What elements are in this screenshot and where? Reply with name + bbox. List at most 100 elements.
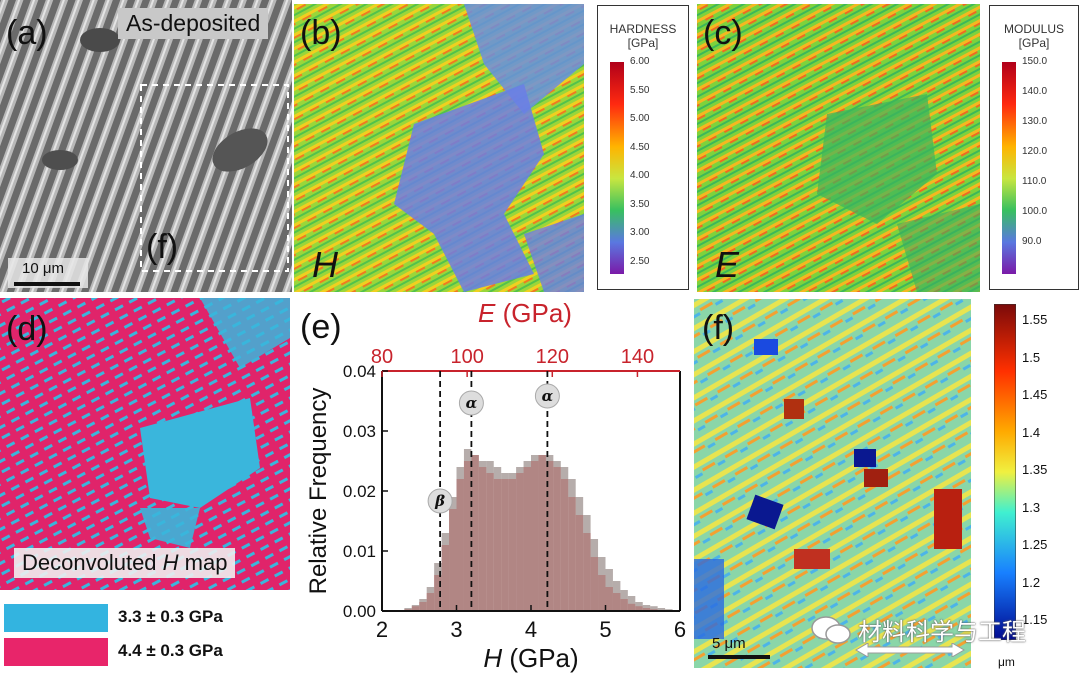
modulus-gradient: [1002, 62, 1016, 274]
x-axis-title: H (GPa): [483, 643, 578, 673]
panel-f-height-map: (f) 5 μm: [694, 299, 971, 668]
panel-b-label: (b): [300, 14, 342, 52]
panel-a-tag: As-deposited: [118, 8, 269, 39]
y-tick-label: 0.04: [343, 362, 376, 381]
hardness-tick: 2.50: [630, 256, 650, 267]
height-tick: 1.55: [1022, 312, 1048, 327]
panel-c-symbol: E: [715, 244, 740, 285]
bar-h: [501, 473, 509, 611]
phase-label: α: [542, 387, 554, 405]
scale-a-text: 10 μm: [22, 260, 64, 277]
watermark-text: 材料科学与工程: [858, 619, 1026, 646]
bar-h: [568, 479, 576, 611]
phase-label: β: [434, 492, 445, 510]
bar-h: [553, 461, 561, 611]
bar-h: [650, 606, 658, 611]
bar-h: [456, 467, 464, 611]
bar-h: [523, 461, 531, 611]
bar-h: [486, 461, 494, 611]
panel-d-label: (d): [6, 310, 48, 348]
modulus-tick: 100.0: [1022, 206, 1048, 217]
panel-a-sem: (a) As-deposited (f) 10 μm: [0, 0, 292, 292]
panel-a-label: (a): [6, 14, 48, 52]
phase-marker: [458, 390, 484, 416]
bar-h: [471, 455, 479, 611]
hardness-tick: 5.00: [630, 113, 650, 125]
deconvoluted-map-image: [0, 298, 290, 590]
hardness-tick: 3.00: [630, 227, 650, 239]
height-tick: 1.35: [1022, 462, 1048, 477]
hardness-tick: 5.50: [630, 84, 650, 96]
wechat-icon: [811, 615, 851, 644]
panel-c-label: (c): [703, 14, 743, 52]
phase-marker: [427, 488, 453, 514]
hardness-tick: 4.50: [630, 141, 650, 153]
top-axis-title: E (GPa): [478, 298, 572, 328]
inset-f-label: (f): [146, 228, 179, 266]
bar-h: [598, 557, 606, 611]
legend-text-alpha: 4.4 ± 0.3 GPa: [118, 641, 223, 660]
height-unit: μm: [998, 655, 1015, 669]
bar-h: [612, 581, 621, 611]
modulus-title: MODULUS: [1003, 22, 1064, 36]
hardness-tick: 6.00: [630, 56, 650, 67]
hardness-gradient: [610, 62, 624, 274]
hardness-unit: [GPa]: [627, 36, 659, 50]
bar-h: [545, 455, 554, 611]
bar-h: [605, 569, 613, 611]
bar-h: [635, 602, 643, 611]
panel-e-histogram: 2 3 4 5 6 0.00 0.01 0.02 0.03 0.04 80 100 120 140 β α α H…: [296, 296, 690, 679]
top-tick-label: 140: [621, 346, 654, 368]
height-tick: 1.15: [1022, 612, 1048, 627]
top-tick-label: 100: [450, 346, 483, 368]
height-tick: 1.3: [1022, 499, 1041, 515]
legend-swatch-alpha: [4, 638, 108, 666]
y-axis-title: Relative Frequency: [305, 388, 332, 595]
height-tick: 1.25: [1022, 537, 1048, 552]
bar-h: [620, 590, 628, 611]
panel-b-hardness-map: (b) H: [294, 4, 584, 292]
bar-h: [560, 467, 569, 611]
panel-f-label: (f): [702, 309, 735, 347]
top-tick-label: 80: [371, 346, 393, 368]
bar-h: [411, 605, 420, 611]
bar-h: [657, 608, 666, 611]
hardness-tick: 4.00: [630, 170, 650, 182]
height-tick: 1.2: [1022, 574, 1041, 590]
panel-e-label: (e): [300, 308, 342, 346]
x-tick-label: 5: [599, 617, 611, 642]
scale-f-text: 5 μm: [712, 635, 746, 652]
height-tick: 1.5: [1022, 349, 1041, 365]
y-tick-label: 0.02: [343, 482, 376, 501]
modulus-colorbar: MODULUS [GPa] 150.0 140.0 130.0 120.0 110.0 1…: [989, 5, 1079, 290]
panel-b-symbol: H: [312, 244, 338, 285]
bar-h: [583, 515, 591, 611]
height-tick: 1.4: [1022, 424, 1041, 440]
y-tick-label: 0.03: [343, 422, 376, 441]
hardness-title: HARDNESS: [609, 22, 677, 36]
hardness-colorbar: HARDNESS [GPa] 6.00 5.50 5.00 4.50 4.00 3.50 3…: [597, 5, 689, 290]
bar-h: [590, 539, 599, 611]
modulus-tick: 120.0: [1022, 146, 1048, 157]
hardness-map-image: [294, 4, 584, 292]
height-map-image: [694, 299, 971, 668]
modulus-tick: 150.0: [1022, 56, 1048, 67]
modulus-map-image: [697, 4, 980, 292]
inset-box: [140, 84, 289, 272]
modulus-unit: [GPa]: [1018, 36, 1050, 50]
caption-post: map: [178, 550, 228, 575]
scale-f-bar: [708, 655, 770, 659]
phase-marker: [534, 383, 560, 409]
bar-h: [449, 497, 457, 611]
bar-h: [434, 563, 442, 611]
bar-h: [419, 599, 427, 611]
sem-image: [0, 0, 292, 292]
bar-h: [538, 455, 546, 611]
modulus-tick: 90.0: [1022, 236, 1042, 247]
hardness-tick: 3.50: [630, 198, 650, 210]
x-tick-label: 2: [376, 617, 388, 642]
legend-text-beta: 3.3 ± 0.3 GPa: [118, 607, 223, 626]
x-tick-label: 4: [525, 617, 537, 642]
panel-d-deconvoluted: (d) Deconvoluted H map: [0, 298, 290, 590]
